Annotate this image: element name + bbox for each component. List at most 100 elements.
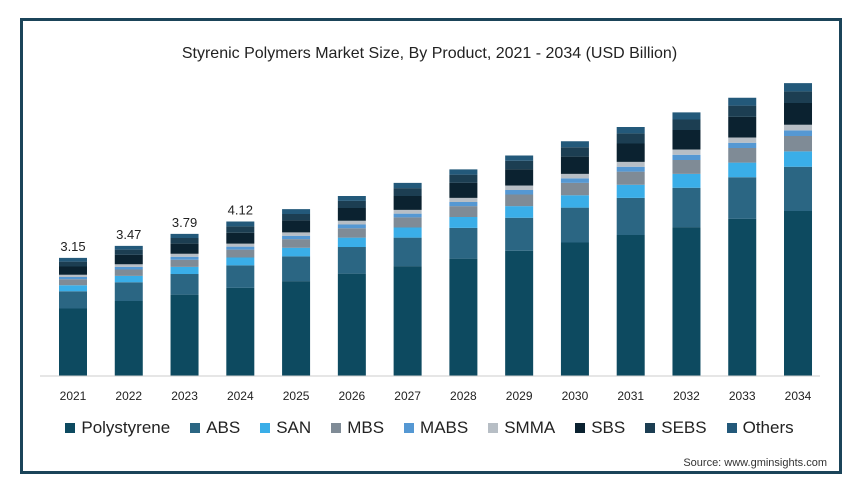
bar-segment-sebs-2023 xyxy=(170,238,199,244)
bar-segment-abs-2028 xyxy=(449,227,478,259)
bar-segment-san-2022 xyxy=(114,275,143,283)
data-label-2021: 3.15 xyxy=(60,239,85,254)
bar-segment-sbs-2032 xyxy=(672,130,701,150)
bar-segment-sebs-2033 xyxy=(728,105,757,117)
legend-swatch xyxy=(260,423,271,433)
legend-label: Polystyrene xyxy=(81,418,171,437)
legend-item-smma: SMMA xyxy=(488,418,555,438)
legend-item-sebs: SEBS xyxy=(645,418,707,438)
bar-segment-sbs-2025 xyxy=(282,220,311,233)
bar-segment-smma-2025 xyxy=(282,232,311,236)
bar-segment-mbs-2032 xyxy=(672,160,701,174)
bar-segment-abs-2026 xyxy=(337,247,366,274)
chart-frame xyxy=(20,18,842,474)
bar-segment-sbs-2034 xyxy=(784,103,813,125)
bar-segment-sebs-2026 xyxy=(337,200,366,209)
x-tick-label: 2023 xyxy=(171,389,198,403)
bar-segment-mbs-2024 xyxy=(226,249,255,258)
bars-layer xyxy=(59,83,813,377)
legend-swatch xyxy=(404,423,415,433)
bar-segment-san-2025 xyxy=(282,247,311,257)
bar-segment-others-2030 xyxy=(560,141,589,148)
bar-segment-polystyrene-2024 xyxy=(226,287,255,377)
bar-segment-sbs-2023 xyxy=(170,243,199,254)
bar-segment-others-2022 xyxy=(114,245,143,250)
x-tick-label: 2033 xyxy=(729,389,756,403)
bar-segment-smma-2021 xyxy=(59,274,87,277)
bar-segment-mabs-2022 xyxy=(114,266,143,270)
bar-segment-sebs-2025 xyxy=(282,214,311,221)
bar-segment-mbs-2025 xyxy=(282,239,311,248)
bar-segment-abs-2027 xyxy=(393,237,422,267)
legend-label: MABS xyxy=(420,418,469,437)
x-tick-label: 2030 xyxy=(562,389,589,403)
bar-segment-smma-2027 xyxy=(393,209,422,214)
bar-segment-polystyrene-2034 xyxy=(784,211,813,376)
legend-label: MBS xyxy=(347,418,385,437)
x-tick-label: 2034 xyxy=(785,389,812,403)
bar-segment-mbs-2033 xyxy=(728,148,757,163)
bar-segment-abs-2023 xyxy=(170,274,199,295)
bar-segment-mabs-2029 xyxy=(505,190,534,195)
bar-segment-polystyrene-2030 xyxy=(560,242,589,376)
legend-label: Others xyxy=(742,418,794,437)
bar-segment-abs-2030 xyxy=(560,207,589,243)
bar-segment-smma-2030 xyxy=(560,173,589,179)
bar-segment-mbs-2023 xyxy=(170,259,199,267)
bar-segment-sebs-2031 xyxy=(616,133,645,144)
bar-segment-polystyrene-2025 xyxy=(282,281,311,376)
legend-swatch xyxy=(65,423,76,433)
bar-segment-mabs-2030 xyxy=(560,178,589,183)
legend-swatch xyxy=(575,423,586,433)
bar-segment-san-2023 xyxy=(170,266,199,275)
bar-segment-others-2021 xyxy=(59,257,87,262)
bar-segment-others-2033 xyxy=(728,97,757,106)
bar-segment-abs-2032 xyxy=(672,187,701,228)
bar-segment-others-2023 xyxy=(170,233,199,239)
bar-segment-smma-2029 xyxy=(505,185,534,190)
bar-segment-mabs-2023 xyxy=(170,256,199,260)
bar-segment-abs-2031 xyxy=(616,197,645,236)
bar-segment-others-2028 xyxy=(449,169,478,175)
bar-segment-mbs-2026 xyxy=(337,228,366,238)
legend-label: SAN xyxy=(276,418,312,437)
data-label-2023: 3.79 xyxy=(172,215,197,230)
x-tick-label: 2029 xyxy=(506,389,533,403)
bar-segment-others-2034 xyxy=(784,83,813,92)
bar-segment-sbs-2028 xyxy=(449,182,478,198)
bar-segment-mbs-2031 xyxy=(616,171,645,185)
bar-segment-polystyrene-2032 xyxy=(672,227,701,377)
bar-segment-others-2032 xyxy=(672,112,701,120)
bar-segment-mabs-2024 xyxy=(226,246,255,250)
x-tick-label: 2027 xyxy=(394,389,421,403)
bar-segment-polystyrene-2029 xyxy=(505,250,534,376)
bar-segment-san-2029 xyxy=(505,206,534,218)
bar-segment-others-2026 xyxy=(337,196,366,201)
bar-segment-others-2031 xyxy=(616,127,645,134)
legend-label: ABS xyxy=(206,418,241,437)
bar-segment-sbs-2024 xyxy=(226,232,255,244)
bar-segment-sebs-2024 xyxy=(226,226,255,233)
bar-segment-polystyrene-2028 xyxy=(449,258,478,377)
bar-segment-abs-2034 xyxy=(784,166,813,211)
bar-segment-san-2034 xyxy=(784,151,813,167)
bar-segment-others-2029 xyxy=(505,155,534,161)
legend-swatch xyxy=(488,423,499,433)
bar-segment-abs-2025 xyxy=(282,256,311,282)
bar-segment-sbs-2033 xyxy=(728,116,757,138)
bar-segment-sbs-2029 xyxy=(505,169,534,186)
bar-segment-abs-2021 xyxy=(59,291,87,309)
legend-swatch xyxy=(331,423,342,433)
bar-segment-polystyrene-2026 xyxy=(337,273,366,377)
bar-segment-sebs-2034 xyxy=(784,91,813,104)
legend-label: SMMA xyxy=(504,418,556,437)
legend-label: SEBS xyxy=(661,418,707,437)
legend-swatch xyxy=(645,423,656,433)
x-tick-label: 2021 xyxy=(60,389,87,403)
bar-segment-polystyrene-2021 xyxy=(59,308,87,376)
data-label-2024: 4.12 xyxy=(228,203,253,218)
bar-segment-san-2033 xyxy=(728,162,757,178)
x-tick-label: 2031 xyxy=(617,389,644,403)
legend-item-mabs: MABS xyxy=(404,418,468,438)
